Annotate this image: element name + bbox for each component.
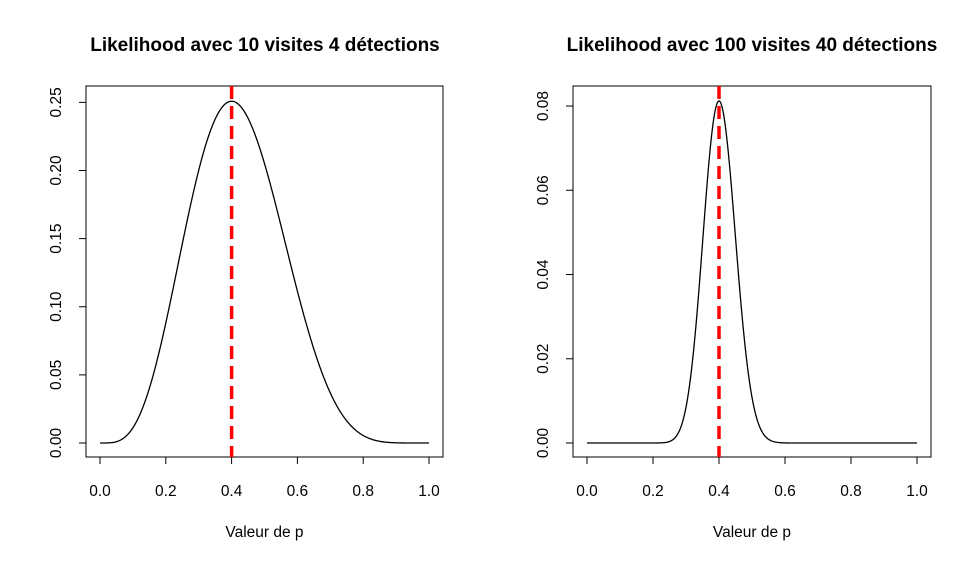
x-tick-label: 0.4: [221, 483, 243, 500]
likelihood-plot-100-visits: Likelihood avec 100 visites 40 détection…: [535, 35, 937, 541]
y-tick-label: 0.25: [48, 87, 65, 117]
x-tick-label: 0.0: [576, 483, 598, 500]
x-tick-label: 0.2: [642, 483, 664, 500]
y-tick-label: 0.06: [535, 175, 552, 205]
y-tick-label: 0.00: [535, 428, 552, 459]
plot-frame: [572, 85, 932, 458]
x-tick-label: 0.6: [287, 483, 309, 500]
x-axis-label: Valeur de p: [713, 524, 791, 541]
x-tick-label: 0.2: [155, 483, 177, 500]
x-axis-label: Valeur de p: [225, 524, 303, 541]
likelihood-curve: [100, 100, 429, 444]
chart-title: Likelihood avec 10 visites 4 détections: [90, 35, 440, 56]
y-tick-label: 0.15: [48, 224, 65, 254]
likelihood-plot-10-visits: Likelihood avec 10 visites 4 détections 0…: [48, 35, 444, 541]
chart-title: Likelihood avec 100 visites 40 détection…: [567, 35, 938, 56]
x-tick-label: 1.0: [906, 483, 928, 500]
y-tick-label: 0.04: [535, 259, 552, 290]
x-tick-label: 1.0: [418, 483, 440, 500]
y-tick-label: 0.20: [48, 155, 65, 186]
likelihood-curve: [587, 100, 917, 444]
x-tick-label: 0.0: [89, 483, 111, 500]
plot-frame: [85, 85, 444, 458]
y-tick-label: 0.10: [48, 291, 65, 322]
x-tick-label: 0.6: [774, 483, 796, 500]
y-tick-label: 0.02: [535, 344, 552, 374]
y-tick-label: 0.00: [48, 428, 65, 459]
x-tick-label: 0.8: [840, 483, 862, 500]
x-tick-label: 0.8: [352, 483, 374, 500]
x-tick-label: 0.4: [708, 483, 730, 500]
y-tick-label: 0.05: [48, 360, 65, 390]
y-tick-label: 0.08: [535, 91, 552, 121]
